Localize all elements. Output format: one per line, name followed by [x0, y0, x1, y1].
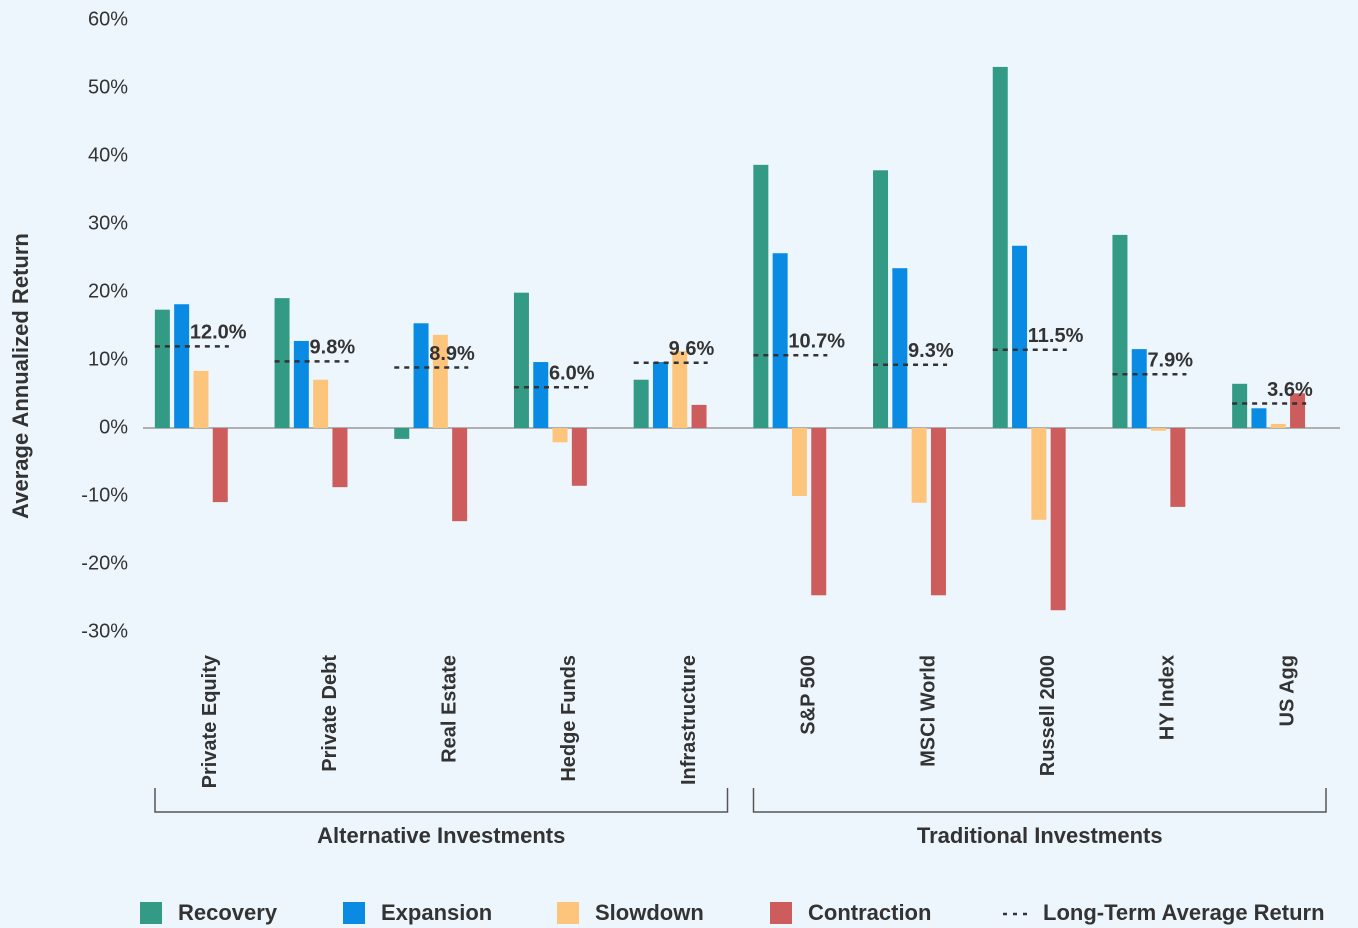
bar: [1232, 383, 1248, 428]
bar: [432, 334, 448, 428]
bar: [1012, 245, 1028, 428]
average-label: 8.9%: [429, 343, 475, 365]
bar: [193, 370, 209, 428]
bar: [212, 428, 228, 503]
bar: [992, 66, 1008, 429]
bar: [911, 428, 927, 503]
bar: [892, 268, 908, 428]
y-tick-label: -30%: [81, 620, 128, 642]
y-tick-label: 40%: [88, 144, 128, 166]
average-label: 9.3%: [908, 340, 954, 362]
y-tick-label: -20%: [81, 552, 128, 574]
y-tick-label: 0%: [99, 416, 128, 438]
group-bracket: [752, 788, 1327, 813]
legend-swatch: [557, 902, 579, 924]
bar: [1270, 423, 1286, 428]
bar: [293, 340, 309, 428]
group-label: Traditional Investments: [917, 823, 1163, 848]
bar: [1251, 408, 1267, 428]
x-tick-label: S&P 500: [798, 655, 820, 735]
average-label: 12.0%: [190, 322, 247, 344]
bar: [513, 292, 529, 428]
bar: [652, 362, 668, 428]
y-tick-label: 10%: [88, 348, 128, 370]
bar: [1170, 428, 1186, 507]
bar: [452, 428, 468, 522]
bar: [672, 351, 688, 428]
y-tick-label: -10%: [81, 484, 128, 506]
x-tick-label: Private Debt: [319, 655, 341, 772]
bar: [930, 428, 946, 596]
x-tick-label: US Agg: [1276, 655, 1298, 726]
bar: [1131, 349, 1147, 428]
bar: [154, 309, 170, 428]
bar: [1112, 234, 1128, 428]
legend-swatch: [343, 902, 365, 924]
group-label: Alternative Investments: [317, 823, 565, 848]
bar: [413, 323, 429, 428]
y-axis-label: Average Annualized Return: [8, 233, 33, 519]
legend-swatch: [140, 902, 162, 924]
y-tick-label: 50%: [88, 76, 128, 98]
x-tick-label: Hedge Funds: [558, 655, 580, 782]
bar: [1290, 393, 1306, 428]
average-label: 9.6%: [669, 338, 715, 360]
legend-label: Slowdown: [595, 900, 704, 925]
group-bracket: [154, 788, 729, 813]
x-tick-label: HY Index: [1157, 655, 1179, 740]
x-tick-label: MSCI World: [917, 655, 939, 767]
legend-label: Expansion: [381, 900, 492, 925]
average-label: 3.6%: [1267, 379, 1313, 401]
average-label: 7.9%: [1147, 350, 1193, 372]
average-label: 10.7%: [788, 331, 845, 353]
bar: [1050, 428, 1066, 611]
average-label: 11.5%: [1028, 325, 1084, 347]
x-tick-label: Russell 2000: [1037, 655, 1059, 776]
legend-swatch: [770, 902, 792, 924]
bar: [313, 379, 329, 428]
bar: [552, 428, 568, 443]
bar: [772, 253, 788, 428]
bar: [873, 170, 889, 428]
bar: [332, 428, 348, 488]
bar: [533, 362, 549, 428]
bar: [791, 428, 807, 496]
y-tick-label: 30%: [88, 212, 128, 234]
bar: [1151, 428, 1167, 431]
bar: [691, 404, 707, 428]
bar: [811, 428, 827, 596]
bar: [571, 428, 587, 486]
x-tick-label: Infrastructure: [678, 655, 700, 785]
legend-label: Recovery: [178, 900, 278, 925]
bar: [274, 298, 290, 428]
bar: [174, 304, 190, 428]
x-tick-label: Real Estate: [439, 655, 461, 763]
x-tick-label: Private Equity: [199, 654, 221, 788]
bar: [394, 428, 410, 439]
bar: [753, 164, 769, 428]
average-label: 6.0%: [549, 362, 595, 384]
average-label: 9.8%: [310, 337, 356, 359]
legend-label: Long-Term Average Return: [1043, 900, 1325, 925]
y-tick-label: 60%: [88, 8, 128, 30]
bar: [1031, 428, 1047, 520]
bar: [633, 379, 649, 428]
legend-label: Contraction: [808, 900, 931, 925]
y-tick-label: 20%: [88, 280, 128, 302]
